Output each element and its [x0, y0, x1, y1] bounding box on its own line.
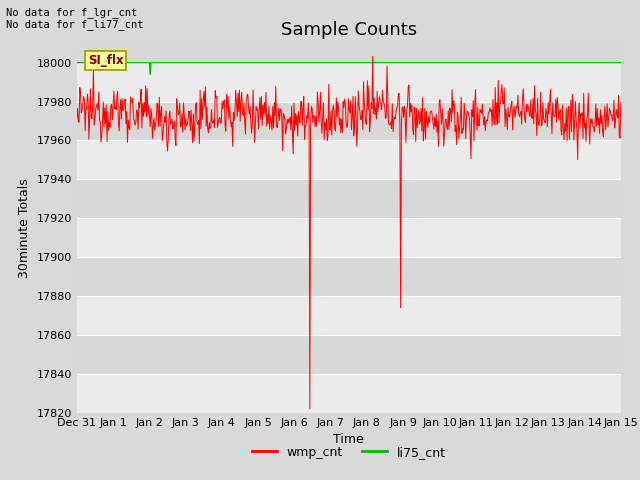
Bar	[77, 141, 621, 180]
Text: No data for f_li77_cnt: No data for f_li77_cnt	[6, 19, 144, 30]
Bar	[77, 180, 621, 218]
Bar	[77, 218, 621, 257]
Bar	[77, 374, 621, 413]
Bar	[77, 63, 621, 102]
Bar	[77, 335, 621, 374]
Bar	[77, 257, 621, 296]
Text: No data for f_lgr_cnt: No data for f_lgr_cnt	[6, 7, 138, 18]
Y-axis label: 30minute Totals: 30minute Totals	[18, 178, 31, 278]
Title: Sample Counts: Sample Counts	[281, 21, 417, 39]
Text: SI_flx: SI_flx	[88, 54, 124, 67]
Bar	[77, 296, 621, 335]
Legend: wmp_cnt, li75_cnt: wmp_cnt, li75_cnt	[247, 441, 451, 464]
X-axis label: Time: Time	[333, 433, 364, 446]
Bar	[77, 102, 621, 141]
Bar	[77, 43, 621, 63]
